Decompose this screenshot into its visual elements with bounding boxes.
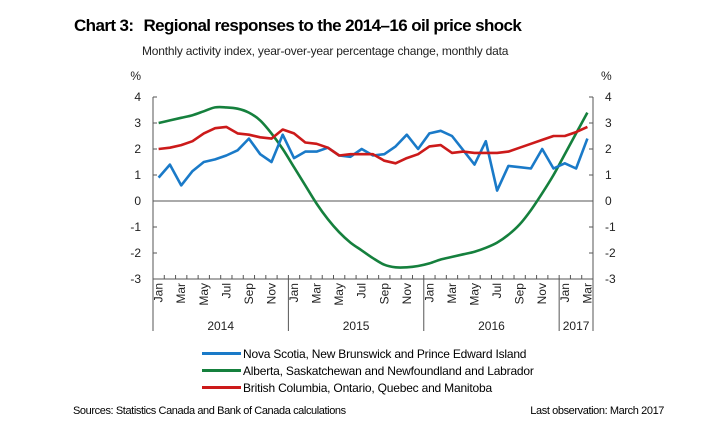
series-line-bc-on-qc-mb bbox=[158, 125, 588, 165]
legend-item: British Columbia, Ontario, Quebec and Ma… bbox=[202, 379, 534, 396]
x-month-label: Mar bbox=[174, 283, 188, 304]
x-month-label: Mar bbox=[445, 283, 459, 304]
y-tick-label-left: -3 bbox=[130, 272, 141, 286]
series-line-alberta-sask-nl bbox=[158, 105, 589, 269]
x-month-label: Sep bbox=[242, 283, 256, 305]
x-month-label: Nov bbox=[535, 283, 549, 304]
legend-item: Alberta, Saskatchewan and Newfoundland a… bbox=[202, 362, 534, 379]
x-year-label: 2014 bbox=[207, 319, 234, 333]
source-note: Sources: Statistics Canada and Bank of C… bbox=[73, 405, 346, 417]
legend-swatch-green bbox=[202, 369, 241, 372]
x-month-label: Mar bbox=[310, 283, 324, 304]
chart-title-text: Regional responses to the 2014–16 oil pr… bbox=[143, 16, 522, 35]
y-tick-label-left: 3 bbox=[134, 116, 141, 130]
y-tick-label-right: -3 bbox=[605, 272, 616, 286]
legend-swatch-blue bbox=[202, 352, 241, 355]
chart-number: Chart 3: bbox=[74, 16, 134, 35]
x-year-label: 2016 bbox=[478, 319, 505, 333]
legend-label: British Columbia, Ontario, Quebec and Ma… bbox=[243, 380, 492, 395]
x-month-label: Nov bbox=[264, 283, 278, 304]
x-month-label: Jul bbox=[219, 283, 233, 298]
legend: Nova Scotia, New Brunswick and Prince Ed… bbox=[202, 345, 534, 396]
last-observation-note: Last observation: March 2017 bbox=[530, 405, 664, 417]
x-month-label: Jul bbox=[490, 283, 504, 298]
x-month-label: May bbox=[197, 283, 211, 306]
y-tick-label-right: 1 bbox=[605, 168, 612, 182]
x-month-label: Jan bbox=[152, 283, 166, 302]
y-tick-label-right: 2 bbox=[605, 142, 612, 156]
y-axis-unit-right: % bbox=[601, 69, 612, 83]
x-month-label: Jul bbox=[355, 283, 369, 298]
legend-label: Alberta, Saskatchewan and Newfoundland a… bbox=[243, 363, 534, 378]
y-tick-label-right: -2 bbox=[605, 246, 616, 260]
y-tick-label-left: 4 bbox=[134, 90, 141, 104]
y-tick-label-left: 2 bbox=[134, 142, 141, 156]
x-month-label: May bbox=[468, 283, 482, 306]
y-tick-label-left: 0 bbox=[134, 194, 141, 208]
x-year-label: 2015 bbox=[343, 319, 370, 333]
x-year-label: 2017 bbox=[563, 319, 590, 333]
y-tick-label-left: -2 bbox=[130, 246, 141, 260]
x-month-label: May bbox=[332, 283, 346, 306]
y-tick-label-right: 3 bbox=[605, 116, 612, 130]
x-month-label: Mar bbox=[580, 283, 594, 304]
x-month-label: Sep bbox=[377, 283, 391, 305]
y-tick-label-right: 4 bbox=[605, 90, 612, 104]
y-tick-label-right: 0 bbox=[605, 194, 612, 208]
series-line-maritimes bbox=[157, 129, 589, 192]
legend-swatch-red bbox=[202, 386, 241, 389]
x-month-label: Jan bbox=[287, 283, 301, 302]
legend-item: Nova Scotia, New Brunswick and Prince Ed… bbox=[202, 345, 534, 362]
y-tick-label-right: -1 bbox=[605, 220, 616, 234]
x-month-label: Nov bbox=[400, 283, 414, 304]
y-tick-label-left: -1 bbox=[130, 220, 141, 234]
x-month-label: Jan bbox=[558, 283, 572, 302]
x-month-label: Jan bbox=[422, 283, 436, 302]
legend-label: Nova Scotia, New Brunswick and Prince Ed… bbox=[243, 346, 527, 361]
y-tick-label-left: 1 bbox=[134, 168, 141, 182]
chart-title: Chart 3: Regional responses to the 2014–1… bbox=[74, 16, 522, 36]
chart-subtitle: Monthly activity index, year-over-year p… bbox=[142, 44, 509, 58]
y-axis-unit-left: % bbox=[130, 69, 141, 83]
x-month-label: Sep bbox=[513, 283, 527, 305]
